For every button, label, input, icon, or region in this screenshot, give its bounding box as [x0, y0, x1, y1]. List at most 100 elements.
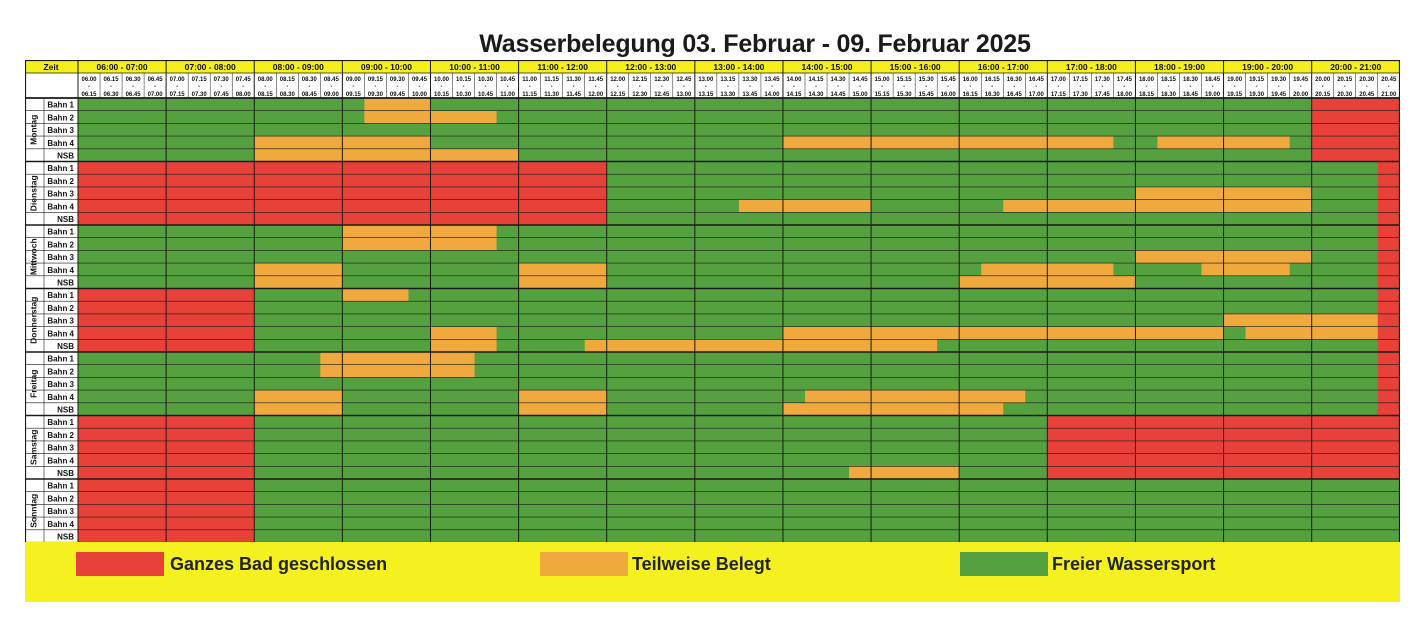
slot-dash: - [1366, 84, 1368, 90]
day-label-area [25, 352, 78, 416]
occupancy-cell [496, 326, 784, 340]
occupancy-cell [320, 352, 475, 365]
slot-dash: - [1035, 84, 1037, 90]
slot-start-label: 20.00 [1315, 77, 1331, 83]
slot-dash: - [529, 84, 531, 90]
slot-end-label: 13.30 [720, 92, 736, 98]
slot-end-label: 21.00 [1381, 92, 1397, 98]
occupancy-cell [496, 110, 1313, 124]
slot-dash: - [551, 84, 553, 90]
lane-label: Bahn 2 [47, 494, 74, 503]
occupancy-cell [1377, 174, 1400, 188]
occupancy-cell [606, 161, 1379, 175]
occupancy-cell [1113, 263, 1202, 277]
occupancy-cell [78, 98, 365, 111]
slot-dash: - [198, 84, 200, 90]
occupancy-cell [78, 110, 365, 124]
occupancy-cell [254, 517, 1400, 531]
slot-dash: - [352, 84, 354, 90]
slot-dash: - [793, 84, 795, 90]
occupancy-cell [804, 390, 1026, 404]
slot-start-label: 20.45 [1381, 77, 1397, 83]
lane-label: Bahn 3 [47, 380, 74, 389]
slot-dash: - [903, 84, 905, 90]
slot-end-label: 19.00 [1205, 92, 1221, 98]
slot-dash: - [991, 84, 993, 90]
lane-label: Bahn 2 [47, 304, 74, 313]
slot-end-label: 08.00 [236, 92, 252, 98]
occupancy-cell [78, 377, 1379, 391]
slot-end-label: 18.30 [1161, 92, 1177, 98]
slot-dash: - [595, 84, 597, 90]
occupancy-cell [518, 275, 608, 289]
occupancy-cell [430, 339, 497, 353]
slot-end-label: 14.30 [808, 92, 824, 98]
lane-label: Bahn 3 [47, 507, 74, 516]
slot-dash: - [1167, 84, 1169, 90]
day-label-area [25, 98, 78, 162]
slot-dash: - [1322, 84, 1324, 90]
slot-start-label: 14.00 [786, 77, 802, 83]
zeit-label: Zeit [43, 62, 58, 72]
slot-start-label: 17.45 [1117, 77, 1133, 83]
occupancy-cell [1025, 390, 1379, 404]
slot-dash: - [1278, 84, 1280, 90]
slot-dash: - [220, 84, 222, 90]
slot-end-label: 09.30 [368, 92, 384, 98]
occupancy-cell [1377, 225, 1400, 238]
slot-dash: - [661, 84, 663, 90]
slot-end-label: 11.30 [544, 92, 559, 98]
lane-label: NSB [57, 279, 74, 288]
slot-end-label: 16.00 [941, 92, 957, 98]
lane-label: Bahn 3 [47, 444, 74, 453]
slot-start-label: 13.45 [764, 77, 780, 83]
slot-start-label: 07.45 [236, 77, 252, 83]
lane-label: NSB [57, 215, 74, 224]
slot-end-label: 10.45 [478, 92, 494, 98]
hour-label: 14:00 - 15:00 [801, 62, 852, 72]
slot-start-label: 14.45 [853, 77, 869, 83]
slot-dash: - [242, 84, 244, 90]
slot-start-label: 18.30 [1183, 77, 1199, 83]
slot-end-label: 12.45 [654, 92, 670, 98]
slot-dash: - [639, 84, 641, 90]
lane-label: Bahn 4 [47, 139, 74, 148]
day-name: Donnerstag [28, 297, 38, 344]
slot-start-label: 18.45 [1205, 77, 1221, 83]
slot-dash: - [1123, 84, 1125, 90]
slot-end-label: 20.45 [1359, 92, 1375, 98]
occupancy-cell [474, 364, 1379, 378]
occupancy-cell [254, 301, 1379, 315]
slot-end-label: 11.00 [500, 92, 515, 98]
occupancy-cell [606, 390, 806, 404]
hour-label: 08:00 - 09:00 [273, 62, 324, 72]
slot-dash: - [88, 84, 90, 90]
slot-dash: - [1145, 84, 1147, 90]
slot-end-label: 10.00 [412, 92, 428, 98]
occupancy-cell [342, 237, 497, 251]
occupancy-cell [1377, 352, 1400, 365]
slot-start-label: 08.30 [302, 77, 318, 83]
occupancy-cell [1377, 275, 1400, 289]
occupancy-cell [1311, 148, 1400, 162]
header-hour-row [25, 60, 1400, 73]
occupancy-cell [474, 352, 1379, 365]
slot-start-label: 17.00 [1051, 77, 1067, 83]
slot-dash: - [440, 84, 442, 90]
slot-dash: - [1256, 84, 1258, 90]
slot-dash: - [859, 84, 861, 90]
occupancy-cell [1289, 263, 1379, 277]
slot-dash: - [110, 84, 112, 90]
occupancy-cell [78, 364, 321, 378]
slot-end-label: 06.45 [126, 92, 142, 98]
occupancy-cell [1223, 326, 1246, 340]
slot-end-label: 20.30 [1337, 92, 1353, 98]
slot-dash: - [507, 84, 509, 90]
slot-dash: - [727, 84, 729, 90]
occupancy-cell [1311, 136, 1400, 150]
hour-label: 20:00 - 21:00 [1330, 62, 1381, 72]
grid-border [25, 60, 1400, 542]
occupancy-cell [518, 148, 1313, 162]
slot-end-label: 15.00 [853, 92, 869, 98]
legend-label-free: Freier Wassersport [1052, 554, 1216, 574]
